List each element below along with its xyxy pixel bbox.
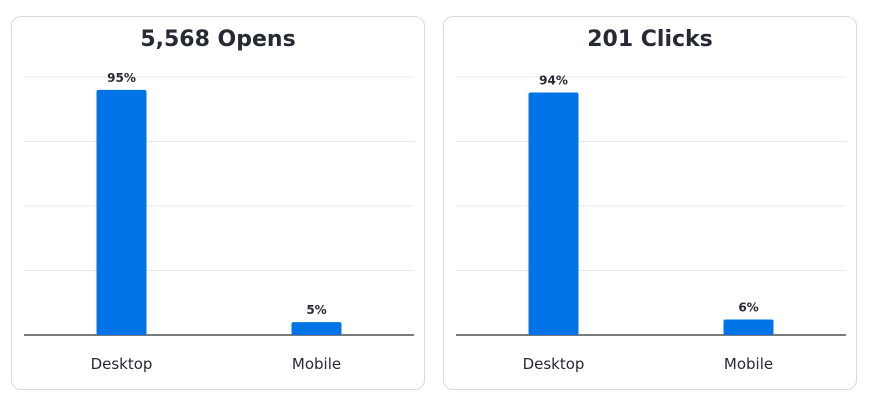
tick-label-mobile: Mobile <box>292 355 341 373</box>
data-label-mobile: 5% <box>306 303 326 317</box>
data-label-mobile: 6% <box>738 301 758 315</box>
data-label-desktop: 94% <box>539 73 568 87</box>
tick-label-desktop: Desktop <box>91 355 153 373</box>
tick-label-desktop: Desktop <box>523 355 585 373</box>
tick-label-mobile: Mobile <box>724 355 773 373</box>
opens-chart-plot: 95% Desktop 5% Mobile <box>24 71 414 373</box>
clicks-chart-title: 201 Clicks <box>587 27 713 52</box>
bar-mobile[interactable] <box>291 322 342 335</box>
bar-desktop[interactable] <box>96 89 147 336</box>
opens-chart-title: 5,568 Opens <box>140 27 296 52</box>
bar-desktop[interactable] <box>528 92 579 335</box>
clicks-chart-plot: 94% Desktop 6% Mobile <box>456 73 846 373</box>
opens-chart-card: 5,568 Opens 95% Desktop 5% Mobile <box>11 16 425 390</box>
clicks-chart-card: 201 Clicks 94% Desktop 6% Mobile <box>443 16 857 390</box>
data-label-desktop: 95% <box>107 71 136 85</box>
bar-mobile[interactable] <box>723 319 774 335</box>
